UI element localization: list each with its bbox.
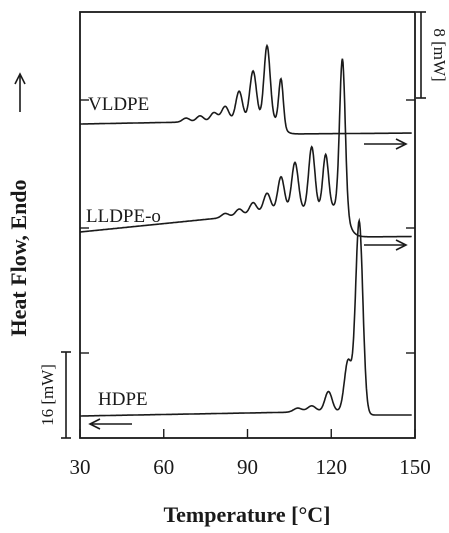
y-axis-ticks xyxy=(80,99,415,354)
y-axis-title: Heat Flow, Endo xyxy=(6,179,31,336)
vldpe-curve xyxy=(80,43,412,135)
lldpe-right-arrow xyxy=(364,239,408,251)
lldpe-curve xyxy=(79,58,412,238)
lldpe-label: LLDPE-o xyxy=(86,206,161,227)
x-tick-label: 150 xyxy=(399,455,431,479)
vldpe-label: VLDPE xyxy=(88,94,149,115)
vldpe-right-arrow xyxy=(364,138,408,150)
x-tick-label: 30 xyxy=(70,455,91,479)
scale-bar-8mw-label: 8 [mW] xyxy=(430,28,449,81)
y-axis-up-arrow xyxy=(14,72,26,112)
x-axis-ticks xyxy=(79,429,416,438)
x-axis-tick-labels: 30 60 90 120 150 xyxy=(70,455,431,479)
hdpe-label: HDPE xyxy=(98,389,148,410)
scale-bar-16mw-label: 16 [mW] xyxy=(38,364,57,426)
x-axis-title: Temperature [°C] xyxy=(163,502,330,527)
x-tick-label: 60 xyxy=(153,455,174,479)
hdpe-curve xyxy=(80,217,412,417)
scale-bar-8mw: 8 [mW] xyxy=(416,11,449,99)
hdpe-left-arrow xyxy=(88,418,132,430)
x-tick-label: 120 xyxy=(316,455,348,479)
x-tick-label: 90 xyxy=(237,455,258,479)
scale-bar-16mw: 16 [mW] xyxy=(38,351,71,439)
